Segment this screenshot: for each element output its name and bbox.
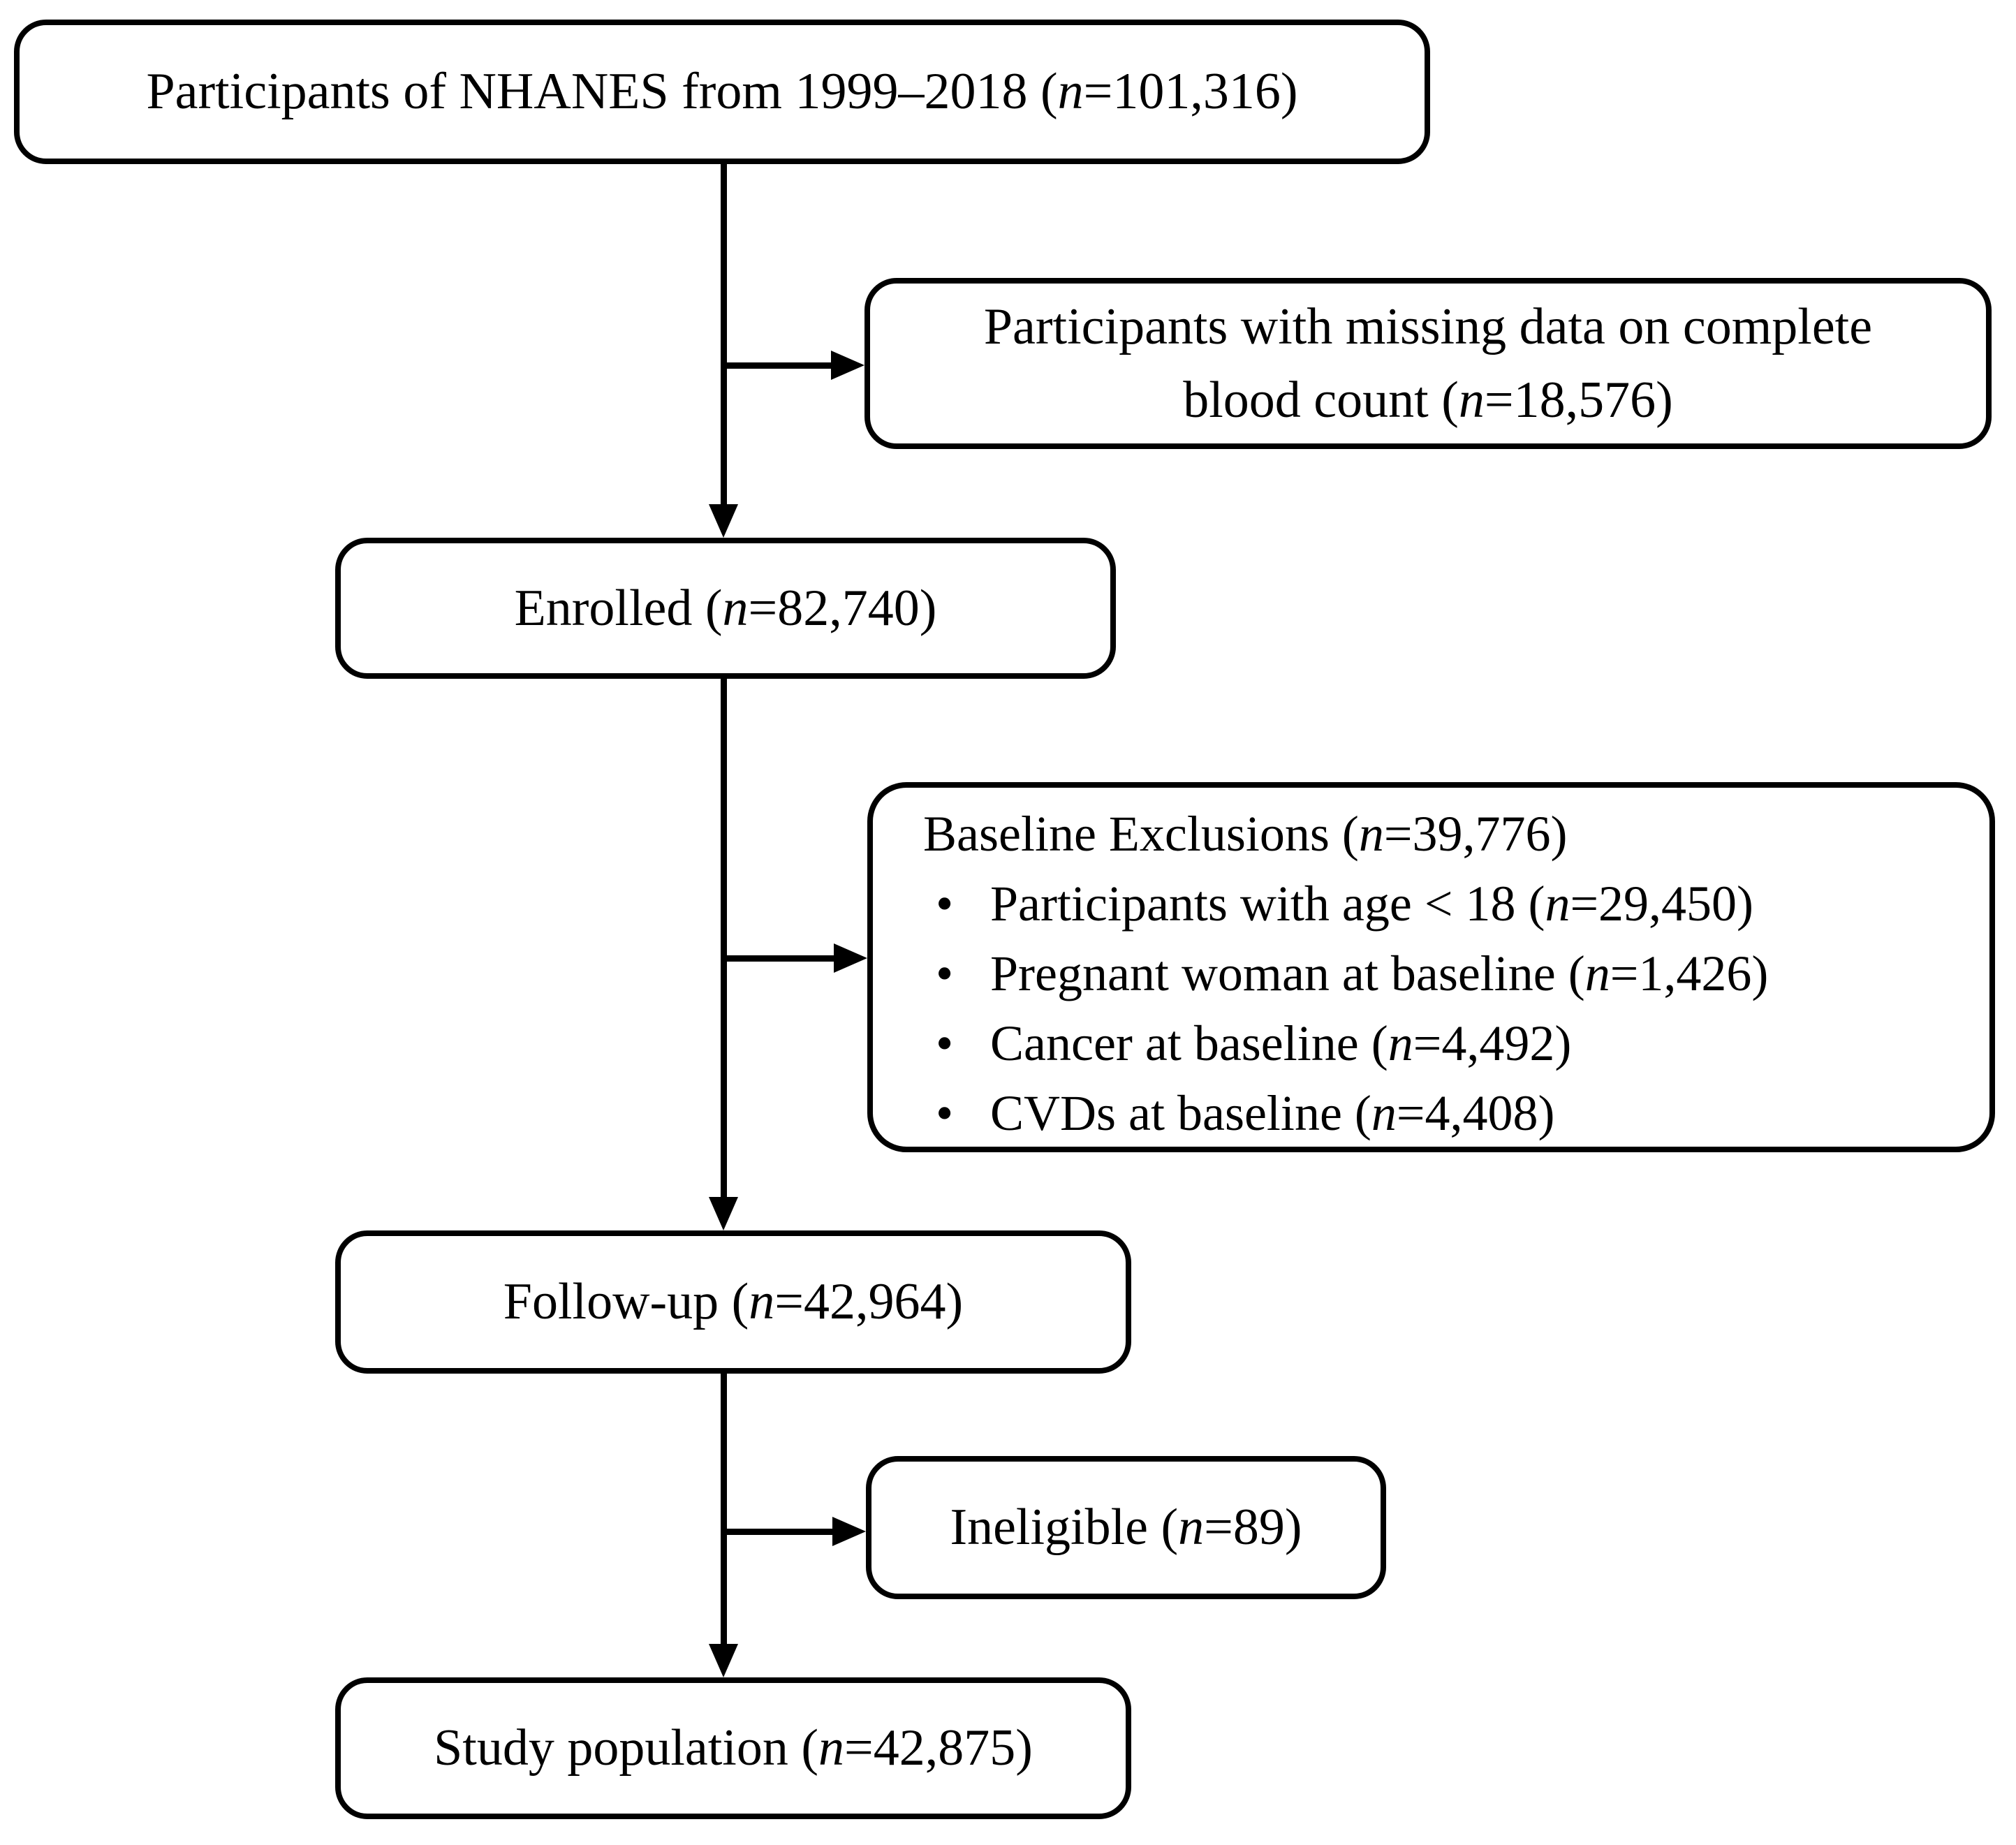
exclusion-item-label: Participants with age < 18 (n=29,450) [990, 876, 1754, 932]
exclusion-item-cancer: • Cancer at baseline (n=4,492) [923, 1008, 1571, 1078]
connector-followup-to-study [721, 1374, 727, 1648]
node-baseline-exclusions: Baseline Exclusions (n=39,776) • Partici… [867, 782, 1995, 1152]
branch-to-ineligible-box [723, 1529, 834, 1535]
exclusion-item-label: Pregnant woman at baseline (n=1,426) [990, 946, 1769, 1001]
node-study-population: Study population (n=42,875) [335, 1677, 1131, 1819]
node-label-line1: Participants with missing data on comple… [983, 297, 1873, 355]
bullet-icon: • [936, 876, 954, 932]
connector-enrolled-to-followup [721, 679, 727, 1201]
exclusion-item-age: • Participants with age < 18 (n=29,450) [923, 869, 1753, 939]
arrowhead-down-icon [709, 504, 738, 538]
node-nhanes-participants: Participants of NHANES from 1999–2018 (n… [14, 20, 1430, 164]
node-label: Study population (n=42,875) [434, 1719, 1033, 1777]
exclusion-item-cvds: • CVDs at baseline (n=4,408) [923, 1078, 1554, 1148]
arrowhead-down-icon [709, 1197, 738, 1230]
node-label-line2: blood count (n=18,576) [1183, 371, 1673, 429]
bullet-icon: • [936, 1085, 954, 1141]
node-label: Enrolled (n=82,740) [514, 579, 937, 637]
node-label: Follow-up (n=42,964) [503, 1273, 964, 1330]
arrowhead-right-icon [832, 1517, 866, 1546]
exclusion-item-label: CVDs at baseline (n=4,408) [990, 1085, 1555, 1141]
arrowhead-right-icon [834, 943, 867, 973]
exclusion-item-pregnant: • Pregnant woman at baseline (n=1,426) [923, 939, 1768, 1008]
branch-to-missing-box [723, 362, 834, 369]
node-ineligible: Ineligible (n=89) [866, 1456, 1386, 1599]
branch-to-exclusions-box [723, 955, 835, 962]
node-followup: Follow-up (n=42,964) [335, 1230, 1131, 1374]
bullet-icon: • [936, 946, 954, 1001]
node-label: Ineligible (n=89) [950, 1499, 1302, 1556]
connector-top-to-enrolled [721, 164, 727, 510]
node-label: Participants of NHANES from 1999–2018 (n… [146, 63, 1298, 120]
arrowhead-down-icon [709, 1644, 738, 1677]
arrowhead-right-icon [831, 351, 864, 380]
node-enrolled: Enrolled (n=82,740) [335, 538, 1116, 679]
exclusions-title: Baseline Exclusions (n=39,776) [923, 806, 1568, 862]
node-missing-blood-count: Participants with missing data on comple… [864, 278, 1992, 449]
exclusion-item-label: Cancer at baseline (n=4,492) [990, 1015, 1572, 1071]
bullet-icon: • [936, 1015, 954, 1071]
